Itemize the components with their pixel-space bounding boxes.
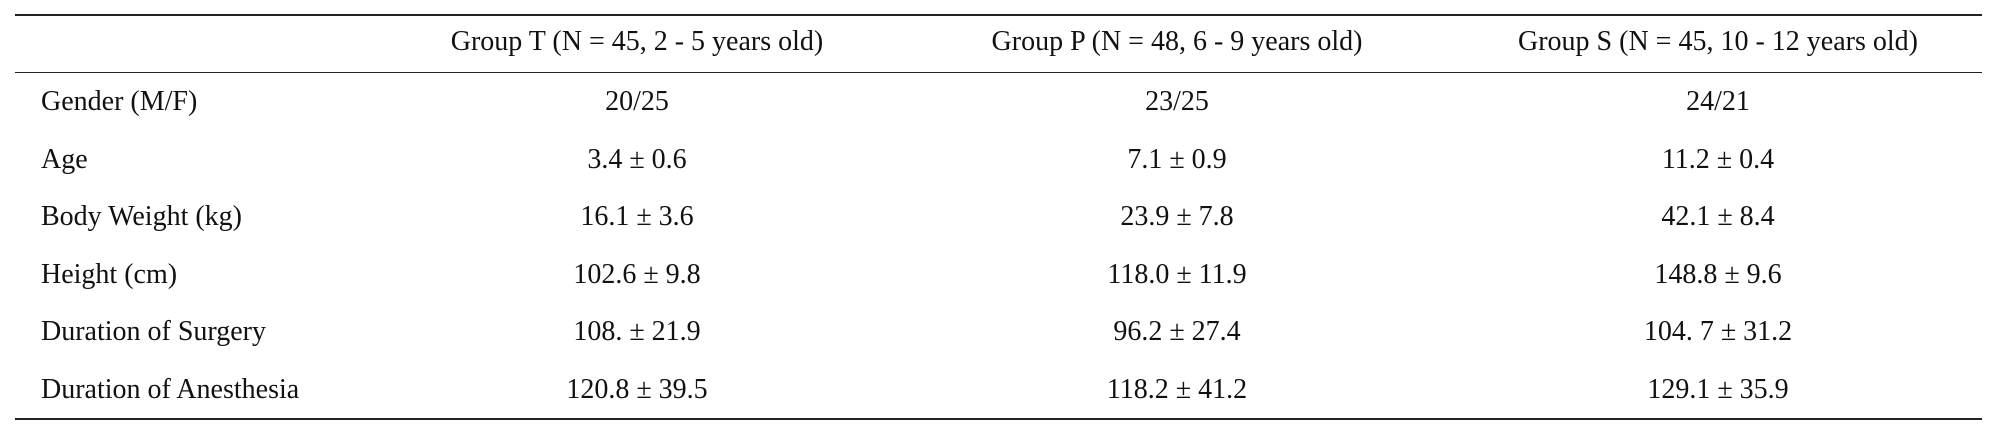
row-label: Duration of Surgery xyxy=(41,316,266,347)
cell-value: 129.1 ± 35.9 xyxy=(1647,374,1789,405)
column-header: Group P (N = 48, 6 - 9 years old) xyxy=(991,26,1363,57)
cell-value: 108. ± 21.9 xyxy=(573,316,701,347)
column-header: Group S (N = 45, 10 - 12 years old) xyxy=(1518,26,1918,57)
cell-value: 102.6 ± 9.8 xyxy=(573,259,701,290)
bottom-rule xyxy=(15,418,1982,420)
cell-value: 120.8 ± 39.5 xyxy=(566,374,708,405)
row-label: Age xyxy=(41,144,88,175)
cell-value: 118.0 ± 11.9 xyxy=(1107,259,1247,290)
cell-value: 3.4 ± 0.6 xyxy=(587,144,687,175)
header-rule xyxy=(15,72,1982,73)
cell-value: 23.9 ± 7.8 xyxy=(1120,201,1234,232)
cell-value: 16.1 ± 3.6 xyxy=(580,201,694,232)
cell-value: 104. 7 ± 31.2 xyxy=(1643,316,1793,347)
row-label: Duration of Anesthesia xyxy=(41,374,300,405)
row-label: Height (cm) xyxy=(41,259,178,290)
cell-value: 11.2 ± 0.4 xyxy=(1661,144,1775,175)
cell-value: 96.2 ± 27.4 xyxy=(1113,316,1241,347)
cell-value: 148.8 ± 9.6 xyxy=(1654,259,1782,290)
cell-value: 7.1 ± 0.9 xyxy=(1127,144,1227,175)
cell-value: 20/25 xyxy=(605,86,669,117)
cell-value: 118.2 ± 41.2 xyxy=(1106,374,1248,405)
column-header: Group T (N = 45, 2 - 5 years old) xyxy=(450,26,824,57)
cell-value: 23/25 xyxy=(1145,86,1209,117)
row-label: Body Weight (kg) xyxy=(41,201,242,232)
row-label: Gender (M/F) xyxy=(41,86,198,117)
cell-value: 24/21 xyxy=(1686,86,1750,117)
cell-value: 42.1 ± 8.4 xyxy=(1661,201,1775,232)
top-rule xyxy=(15,14,1982,16)
